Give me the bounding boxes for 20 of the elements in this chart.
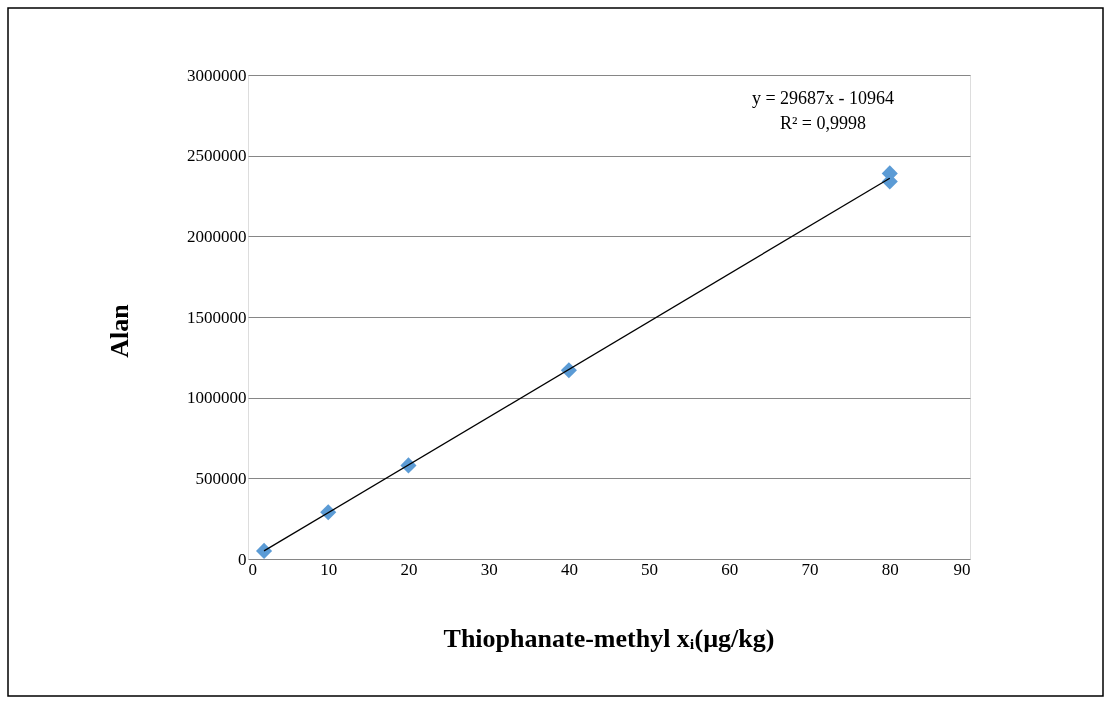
x-tick-label: 60 [721,559,739,579]
y-tick-label: 2500000 [187,146,247,166]
x-tick-label: 90 [953,559,971,579]
y-axis-title: Alan [105,303,134,358]
annotation: y = 29687x - 10964 [751,88,895,108]
y-tick-label: 500000 [195,468,247,488]
x-tick-label: 10 [320,559,338,579]
annotation: R² = 0,9998 [779,113,867,133]
x-tick-label: 20 [400,559,418,579]
x-tick-label: 50 [641,559,659,579]
y-tick-label: 2000000 [187,226,247,246]
x-axis-title: Thiophanate-methyl xᵢ(µg/kg) [443,624,775,653]
x-tick-label: 40 [560,559,578,579]
point [255,542,273,559]
x-tick-label: 80 [881,559,899,579]
x-tick-label: 70 [801,559,819,579]
y-tick-label: 1000000 [187,388,247,408]
y-tick-label: 3000000 [187,65,247,85]
y-tick-label: 1500000 [187,307,247,327]
x-tick-label: 30 [480,559,498,579]
